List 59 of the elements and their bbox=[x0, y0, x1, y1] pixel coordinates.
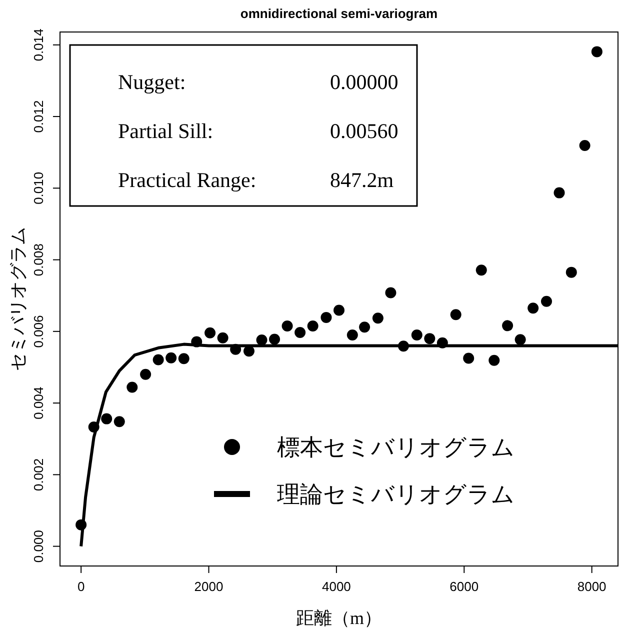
x-tick-label: 0 bbox=[77, 579, 85, 594]
annotation: 0.00000 bbox=[330, 70, 398, 94]
point bbox=[243, 346, 254, 357]
x-axis-title: 距離（m） bbox=[296, 608, 382, 628]
point bbox=[294, 326, 306, 338]
point bbox=[385, 287, 396, 298]
point bbox=[178, 353, 190, 364]
point bbox=[334, 304, 344, 316]
point bbox=[540, 296, 552, 307]
x-tick-label: 2000 bbox=[194, 579, 224, 594]
y-tick-label: 0.000 bbox=[31, 530, 46, 563]
point bbox=[424, 333, 436, 344]
point bbox=[359, 322, 370, 333]
point bbox=[372, 312, 384, 324]
legend-label: 標本セミバリオグラム bbox=[277, 435, 515, 460]
point bbox=[217, 332, 228, 344]
y-tick-label: 0.004 bbox=[31, 386, 46, 420]
annotation: 0.00560 bbox=[330, 119, 398, 143]
point bbox=[282, 320, 293, 332]
annotation: Practical Range: bbox=[118, 168, 256, 192]
point bbox=[204, 327, 216, 338]
point bbox=[166, 352, 177, 364]
point bbox=[579, 140, 590, 152]
y-tick-label: 0.014 bbox=[31, 28, 46, 62]
point bbox=[307, 320, 318, 332]
point bbox=[463, 352, 474, 364]
x-tick-label: 6000 bbox=[450, 579, 479, 594]
annotation: 847.2m bbox=[330, 168, 394, 192]
y-tick-label: 0.010 bbox=[31, 172, 46, 204]
point bbox=[502, 320, 514, 332]
point bbox=[114, 416, 125, 428]
point bbox=[566, 266, 577, 278]
point bbox=[256, 334, 268, 346]
x-tick-label: 4000 bbox=[322, 579, 351, 594]
point bbox=[269, 334, 280, 345]
point bbox=[591, 46, 602, 58]
point bbox=[488, 354, 500, 366]
point bbox=[476, 264, 487, 276]
y-tick-label: 0.012 bbox=[31, 100, 46, 133]
x-tick-label: 8000 bbox=[577, 579, 606, 594]
point bbox=[450, 309, 462, 320]
point bbox=[101, 413, 112, 424]
point bbox=[346, 329, 358, 340]
y-tick-label: 0.008 bbox=[31, 244, 46, 276]
point bbox=[152, 354, 164, 366]
legend-label: 理論セミバリオグラム bbox=[277, 482, 515, 507]
point bbox=[528, 302, 539, 314]
point bbox=[411, 329, 422, 340]
chart-title: omnidirectional semi-variogram bbox=[240, 6, 438, 21]
point bbox=[126, 382, 138, 393]
y-tick-label: 0.002 bbox=[31, 458, 46, 491]
y-tick-label: 0.006 bbox=[31, 315, 46, 348]
annotation: Partial Sill: bbox=[118, 119, 214, 143]
annotation: Nugget: bbox=[118, 70, 186, 94]
point bbox=[140, 368, 152, 380]
y-axis-title: セミバリオグラム bbox=[8, 227, 28, 371]
point bbox=[514, 334, 526, 346]
point bbox=[320, 312, 332, 323]
point bbox=[554, 187, 565, 198]
